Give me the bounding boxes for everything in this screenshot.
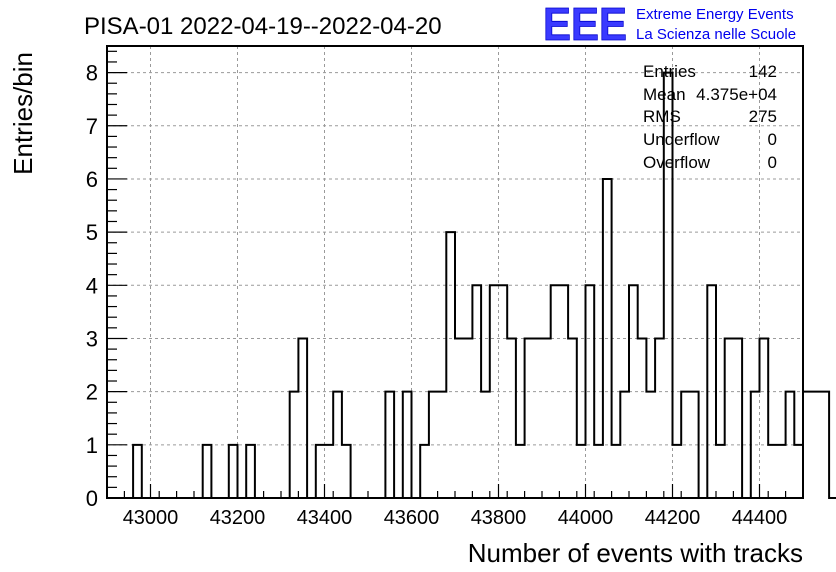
histogram-bin: [594, 445, 603, 498]
stats-box: Entries 142 Mean 4.375e+04 RMS 275 Under…: [643, 62, 777, 172]
histogram-bin: [760, 338, 769, 498]
histogram-bin: [655, 338, 664, 498]
histogram-bin: [612, 445, 621, 498]
x-tick-label: 44400: [732, 507, 788, 529]
stats-overflow-value: 0: [768, 153, 777, 172]
logo-line-1: Extreme Energy Events: [636, 6, 794, 23]
eee-logo: EEE Extreme Energy Events La Scienza nel…: [543, 0, 797, 50]
x-tick-label: 44000: [558, 507, 614, 529]
histogram-bin: [777, 445, 786, 498]
histogram-bin: [716, 445, 725, 498]
histogram-outline: [132, 71, 836, 499]
histogram-bin: [568, 338, 577, 498]
stats-mean-value: 4.375e+04: [696, 85, 777, 104]
y-tick-label: 4: [86, 273, 98, 298]
histogram-bin: [507, 338, 516, 498]
histogram-bin: [203, 445, 212, 498]
y-axis-label: Entries/bin: [8, 52, 38, 175]
stats-rms-label: RMS: [643, 107, 681, 126]
x-tick-label: 43000: [123, 507, 179, 529]
stats-rms-value: 275: [749, 107, 777, 126]
histogram-bin: [325, 445, 334, 498]
histogram-bin: [229, 445, 238, 498]
stats-overflow-label: Overflow: [643, 153, 711, 172]
histogram-bin: [725, 338, 734, 498]
logo-line-2: La Scienza nelle Scuole: [636, 26, 796, 43]
stats-entries-value: 142: [749, 62, 777, 81]
logo-mark: EEE: [543, 0, 627, 50]
histogram-bin: [133, 445, 142, 498]
stats-underflow-label: Underflow: [643, 130, 720, 149]
histogram-bin: [298, 338, 307, 498]
stats-entries-label: Entries: [643, 62, 696, 81]
x-tick-label: 43400: [297, 507, 353, 529]
y-tick-label: 7: [86, 114, 98, 139]
histogram-bin: [803, 392, 812, 498]
histogram-layer: [132, 71, 836, 499]
histogram-bin: [542, 338, 551, 498]
histogram-bin: [638, 338, 647, 498]
histogram-bin: [316, 445, 325, 498]
chart-title: PISA-01 2022-04-19--2022-04-20: [84, 13, 442, 40]
histogram-bin: [342, 445, 351, 498]
histogram-bin: [420, 445, 429, 498]
histogram-bin: [768, 445, 777, 498]
y-tick-label: 0: [86, 486, 98, 511]
x-axis-label: Number of events with tracks: [468, 538, 803, 568]
histogram-bin: [820, 392, 829, 498]
y-tick-label: 8: [86, 61, 98, 86]
y-tick-label: 3: [86, 326, 98, 351]
x-tick-label: 43600: [384, 507, 440, 529]
y-tick-label: 5: [86, 220, 98, 245]
x-tick-label: 43200: [210, 507, 266, 529]
histogram-bin: [733, 338, 742, 498]
histogram-bin: [455, 338, 464, 498]
y-tick-label: 2: [86, 380, 98, 405]
histogram-bin: [246, 445, 255, 498]
histogram-bin: [577, 445, 586, 498]
stats-mean-label: Mean: [643, 85, 686, 104]
histogram-bin: [812, 392, 821, 498]
y-tick-label: 6: [86, 167, 98, 192]
histogram-bin: [673, 445, 682, 498]
histogram-bin: [794, 445, 803, 498]
histogram-bin: [516, 445, 525, 498]
histogram-bin: [446, 232, 455, 498]
stats-underflow-value: 0: [768, 130, 777, 149]
y-tick-label: 1: [86, 433, 98, 458]
tick-layer: [106, 50, 804, 499]
histogram-bin: [533, 338, 542, 498]
histogram-bin: [464, 338, 473, 498]
x-tick-label: 44200: [645, 507, 701, 529]
x-tick-label: 43800: [471, 507, 527, 529]
histogram-bin: [525, 338, 534, 498]
